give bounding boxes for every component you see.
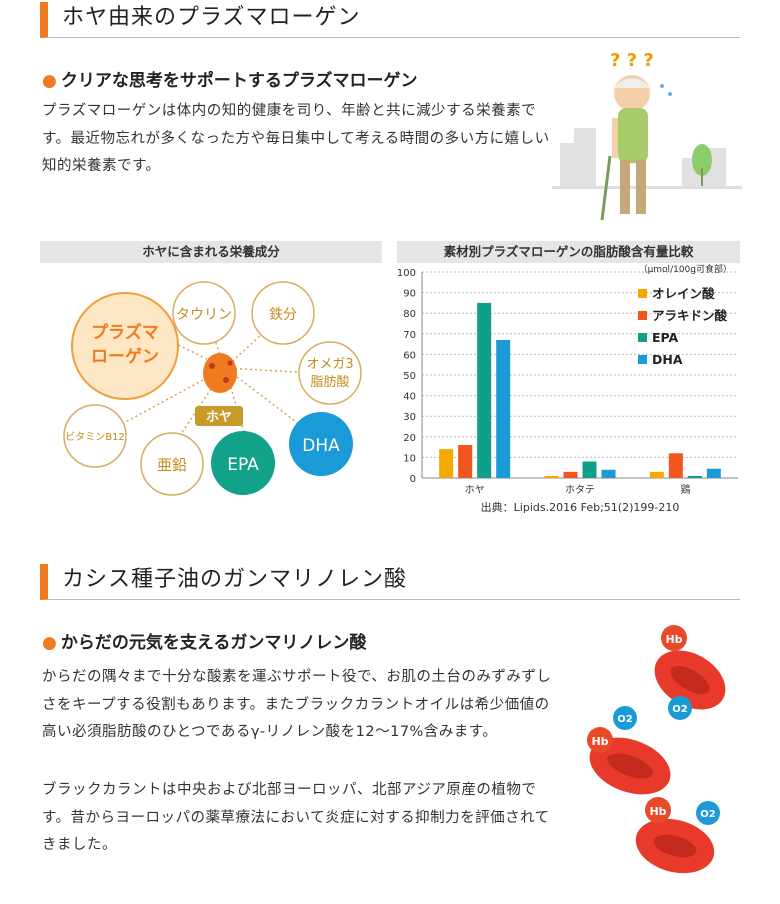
bullet-dot: ● bbox=[42, 633, 57, 653]
y-tick-label: 0 bbox=[410, 474, 416, 485]
oxygen-character-icon: O2 O2 O2 bbox=[613, 696, 720, 825]
svg-text:O2: O2 bbox=[617, 714, 633, 725]
y-tick-label: 80 bbox=[403, 309, 416, 320]
bullet-dot: ● bbox=[42, 71, 57, 91]
x-tick-label: ホタテ bbox=[565, 484, 595, 496]
legend-swatch bbox=[638, 355, 647, 364]
subtitle-text: クリアな思考をサポートするプラズマローゲン bbox=[60, 71, 418, 91]
chart-title: 素材別プラズマローゲンの脂肪酸含有量比較 bbox=[397, 241, 740, 263]
y-tick-label: 20 bbox=[403, 433, 416, 444]
legend-entry: アラキドン酸 bbox=[652, 308, 728, 323]
question-marks: ? ? ? bbox=[610, 50, 654, 71]
svg-text:Hb: Hb bbox=[665, 633, 682, 646]
y-tick-label: 100 bbox=[397, 268, 416, 279]
bar-アラキドン酸-鶏 bbox=[668, 453, 683, 478]
paragraph-plasmalogen: プラズマローゲンは体内の知的健康を司り、年齢と共に減少する栄養素です。最近物忘れ… bbox=[42, 103, 550, 174]
svg-text:O2: O2 bbox=[700, 809, 716, 820]
y-tick-label: 70 bbox=[403, 330, 416, 341]
tree-icon bbox=[692, 144, 712, 186]
bar-DHA-ホヤ bbox=[496, 339, 511, 478]
nutrient-omega3-line1: オメガ3 bbox=[306, 357, 353, 372]
nutrients-diagram: プラズマ ローゲン タウリン 鉄分 オメガ3 脂肪酸 ビタミンB12 亜鉛 EP… bbox=[63, 281, 362, 496]
y-tick-label: 50 bbox=[403, 371, 416, 382]
section-subtitle-vitality: ● からだの元気を支えるガンマリノレン酸 bbox=[42, 628, 366, 653]
svg-text:Hb: Hb bbox=[591, 735, 608, 748]
center-label-hoya: ホヤ bbox=[206, 410, 232, 425]
bar-アラキドン酸-ホタテ bbox=[563, 471, 578, 478]
y-tick-label: 40 bbox=[403, 392, 416, 403]
y-tick-label: 90 bbox=[403, 289, 416, 300]
y-tick-label: 10 bbox=[403, 453, 416, 464]
legend-swatch bbox=[638, 333, 647, 342]
sea-squirt-icon bbox=[203, 353, 237, 393]
bar-オレイン酸-ホタテ bbox=[544, 475, 559, 478]
nutrient-vitamin-b12: ビタミンB12 bbox=[65, 431, 125, 443]
city-buildings-icon bbox=[560, 128, 726, 188]
svg-text:Hb: Hb bbox=[649, 805, 666, 818]
red-blood-cell-icon bbox=[589, 650, 726, 874]
fatty-acid-bar-chart: 0 10 20 30 40 50 60 70 80 90 100 （μmol/100g可食部） ホヤ ホタ… bbox=[397, 263, 738, 514]
bar-EPA-鶏 bbox=[687, 475, 702, 478]
nutrient-taurine: タウリン bbox=[176, 307, 232, 323]
legend-entry: EPA bbox=[652, 330, 679, 345]
legend-swatch bbox=[638, 311, 647, 320]
section-subtitle-clear-thinking: ● クリアな思考をサポートするプラズマローゲン bbox=[42, 66, 418, 91]
nutrient-dha: DHA bbox=[302, 436, 340, 456]
bar-EPA-ホタテ bbox=[582, 461, 597, 478]
bar-DHA-ホタテ bbox=[601, 469, 616, 478]
legend-swatch bbox=[638, 289, 647, 298]
legend-entry: DHA bbox=[652, 352, 683, 367]
paragraph-gla-2: ブラックカラントは中央および北部ヨーロッパ、北部アジア原産の植物です。昔からヨー… bbox=[42, 782, 550, 853]
bar-オレイン酸-鶏 bbox=[649, 471, 664, 478]
section-title-blackcurrant-gla: カシス種子油のガンマリノレン酸 bbox=[40, 564, 740, 600]
hemoglobin-character-icon: Hb Hb Hb bbox=[587, 625, 687, 823]
nutrient-epa: EPA bbox=[227, 455, 259, 475]
chart-unit-label: （μmol/100g可食部） bbox=[639, 263, 732, 275]
x-tick-label: ホヤ bbox=[465, 484, 485, 496]
nutrient-zinc: 亜鉛 bbox=[157, 456, 187, 474]
nutrient-omega3-line2: 脂肪酸 bbox=[310, 374, 349, 390]
chart-source: 出典：Lipids.2016 Feb;51(2)199-210 bbox=[481, 500, 680, 514]
y-tick-label: 30 bbox=[403, 412, 416, 423]
bar-DHA-鶏 bbox=[706, 468, 721, 478]
bar-アラキドン酸-ホヤ bbox=[458, 445, 473, 478]
nutrient-plasmalogen-circle bbox=[71, 292, 179, 400]
legend-entry: オレイン酸 bbox=[652, 286, 715, 301]
bar-オレイン酸-ホヤ bbox=[439, 449, 454, 478]
bar-EPA-ホヤ bbox=[477, 302, 492, 478]
nutrient-plasmalogen-label-line1: プラズマ bbox=[91, 322, 159, 343]
y-tick-label: 60 bbox=[403, 350, 416, 361]
x-tick-label: 鶏 bbox=[680, 483, 690, 496]
red-blood-cells-oxygen-illustration: Hb Hb Hb O2 O2 O2 bbox=[587, 625, 726, 874]
paragraph-gla-1: からだの隅々まで十分な酸素を運ぶサポート役で、お肌の土台のみずみずしさをキープす… bbox=[42, 669, 552, 740]
nutrient-plasmalogen-label-line2: ローゲン bbox=[91, 346, 159, 367]
subtitle-text: からだの元気を支えるガンマリノレン酸 bbox=[60, 633, 367, 653]
nutrients-heading: ホヤに含まれる栄養成分 bbox=[40, 241, 382, 263]
nutrient-iron: 鉄分 bbox=[269, 307, 297, 323]
section-title-ascidian-plasmalogen: ホヤ由来のプラズマローゲン bbox=[40, 2, 740, 38]
svg-text:O2: O2 bbox=[672, 704, 688, 715]
elderly-man-confused-illustration: ? ? ? bbox=[552, 50, 742, 221]
